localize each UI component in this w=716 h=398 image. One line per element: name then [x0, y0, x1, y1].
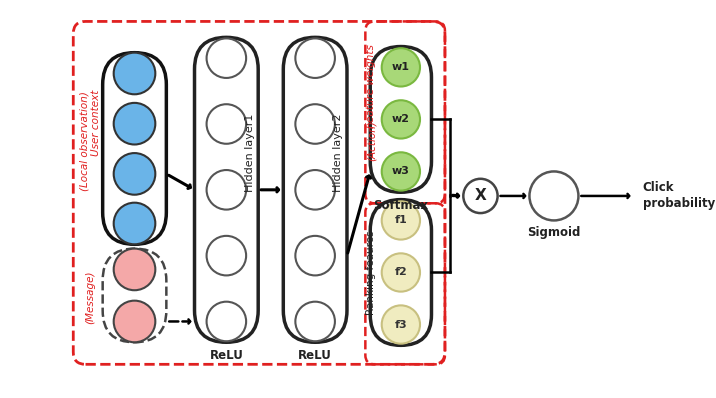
Text: f1: f1: [395, 215, 407, 225]
Ellipse shape: [296, 38, 335, 78]
Ellipse shape: [207, 170, 246, 210]
Text: (Action): (Action): [367, 120, 377, 161]
Text: ReLU: ReLU: [298, 349, 332, 362]
Ellipse shape: [114, 53, 155, 94]
Text: X: X: [475, 188, 486, 203]
Text: Click
probability: Click probability: [643, 181, 715, 211]
Text: Sigmoid: Sigmoid: [527, 226, 581, 239]
Ellipse shape: [382, 201, 420, 240]
Text: w1: w1: [392, 62, 410, 72]
FancyBboxPatch shape: [102, 53, 166, 244]
Ellipse shape: [114, 203, 155, 244]
Text: Softmax: Softmax: [373, 199, 428, 212]
FancyBboxPatch shape: [284, 37, 347, 342]
Ellipse shape: [382, 48, 420, 86]
Text: w3: w3: [392, 166, 410, 176]
Ellipse shape: [207, 38, 246, 78]
FancyBboxPatch shape: [370, 200, 432, 345]
Ellipse shape: [382, 100, 420, 139]
Text: User context: User context: [91, 89, 101, 156]
Ellipse shape: [296, 302, 335, 341]
Circle shape: [463, 179, 498, 213]
FancyBboxPatch shape: [195, 37, 258, 342]
Ellipse shape: [382, 253, 420, 292]
Ellipse shape: [207, 236, 246, 275]
FancyBboxPatch shape: [102, 249, 166, 342]
Text: Ranking feaures: Ranking feaures: [367, 230, 377, 315]
Ellipse shape: [114, 153, 155, 195]
Text: (Message): (Message): [84, 270, 95, 324]
Text: f3: f3: [395, 320, 407, 330]
Ellipse shape: [382, 305, 420, 344]
Ellipse shape: [114, 249, 155, 290]
Ellipse shape: [114, 300, 155, 342]
Text: (Local observation): (Local observation): [79, 91, 90, 191]
Text: Hidden layer1: Hidden layer1: [245, 114, 255, 192]
Ellipse shape: [296, 104, 335, 144]
FancyBboxPatch shape: [370, 47, 432, 192]
Ellipse shape: [382, 152, 420, 191]
Ellipse shape: [114, 103, 155, 144]
Ellipse shape: [296, 236, 335, 275]
Ellipse shape: [207, 302, 246, 341]
Circle shape: [529, 172, 579, 220]
Ellipse shape: [207, 104, 246, 144]
Text: f2: f2: [395, 267, 407, 277]
Text: Hidden layer2: Hidden layer2: [334, 114, 344, 192]
Text: ReLU: ReLU: [209, 349, 243, 362]
Ellipse shape: [296, 170, 335, 210]
Text: w2: w2: [392, 114, 410, 125]
Text: Feature weights: Feature weights: [367, 44, 377, 128]
